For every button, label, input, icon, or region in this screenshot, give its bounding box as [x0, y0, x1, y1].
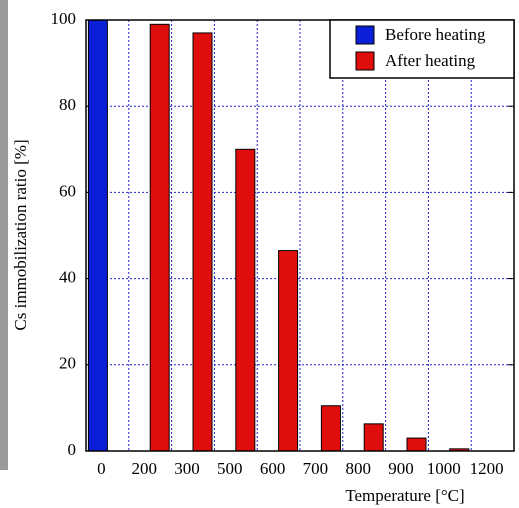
- x-tick-label: 1200: [470, 459, 504, 478]
- x-tick-label: 900: [388, 459, 414, 478]
- x-tick-label: 200: [131, 459, 157, 478]
- bar: [278, 250, 299, 452]
- y-tick-label: 0: [68, 440, 77, 459]
- x-tick-label: 0: [97, 459, 106, 478]
- x-tick-label: 500: [217, 459, 243, 478]
- legend-swatch: [355, 25, 375, 45]
- background-strip: [0, 0, 8, 470]
- y-tick-label: 40: [59, 268, 76, 287]
- y-tick-label: 60: [59, 181, 76, 200]
- x-axis-title: Temperature [°C]: [345, 486, 464, 505]
- bar: [363, 423, 384, 452]
- bar: [192, 32, 213, 452]
- x-tick-label: 300: [174, 459, 200, 478]
- bar: [406, 437, 427, 452]
- bar: [149, 23, 170, 452]
- x-tick-label: 800: [345, 459, 371, 478]
- bar: [87, 19, 108, 452]
- plot-frame: [85, 19, 515, 452]
- x-tick-label: 1000: [427, 459, 461, 478]
- legend-label: After heating: [385, 51, 476, 70]
- y-tick-label: 80: [59, 95, 76, 114]
- bar: [235, 148, 256, 452]
- y-axis-title: Cs immobilization ratio [%]: [11, 139, 30, 330]
- y-tick-label: 20: [59, 354, 76, 373]
- y-tick-label: 100: [51, 9, 77, 28]
- legend-swatch: [355, 51, 375, 71]
- x-tick-label: 600: [260, 459, 286, 478]
- bar: [320, 405, 341, 452]
- x-tick-label: 700: [303, 459, 329, 478]
- legend-label: Before heating: [385, 25, 486, 44]
